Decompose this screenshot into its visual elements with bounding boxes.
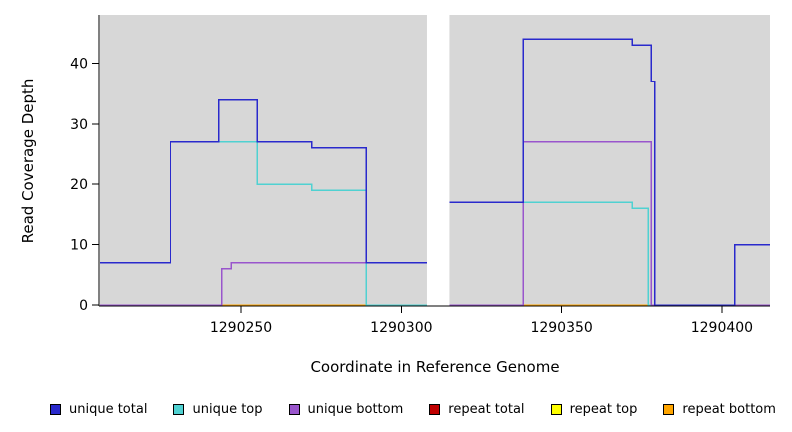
legend-item-repeat-bottom: repeat bottom — [663, 402, 776, 417]
legend-item-repeat-top: repeat top — [550, 401, 638, 417]
series-line-unique-total — [100, 98, 427, 264]
x-tick-label: 1290400 — [691, 320, 753, 336]
unique-bottom-swatch-icon — [288, 403, 300, 415]
legend-item-unique-bottom: unique bottom — [288, 401, 404, 417]
legend-label: unique total — [69, 401, 148, 417]
legend-item-repeat-total: repeat total — [429, 401, 525, 417]
chart-legend: unique total unique top unique bottom re… — [0, 396, 792, 422]
series-line-unique-bottom — [100, 262, 427, 306]
coverage-chart: 1290250 1290300 1290350 1290400 0 10 20 30 40 — [70, 15, 770, 336]
legend-item-unique-top: unique top — [173, 401, 263, 417]
repeat-total-swatch-icon — [429, 403, 441, 415]
x-axis-title: Coordinate in Reference Genome — [310, 358, 560, 376]
repeat-bottom-swatch-icon — [663, 403, 675, 415]
y-tick-label: 20 — [70, 177, 88, 193]
y-tick-label: 30 — [70, 117, 88, 133]
y-tick-label: 10 — [70, 238, 88, 254]
legend-label: unique bottom — [307, 401, 404, 417]
unique-total-swatch-icon — [50, 403, 61, 415]
legend-label: repeat bottom — [682, 401, 776, 417]
x-tick-label: 1290300 — [370, 320, 432, 336]
legend-label: unique top — [192, 401, 263, 417]
coverage-gap-band — [426, 15, 450, 305]
series-line-unique-total — [449, 38, 770, 306]
legend-item-unique-total: unique total — [50, 402, 147, 417]
x-tick-label: 1290350 — [530, 320, 592, 336]
unique-top-swatch-icon — [173, 403, 185, 415]
y-tick-label: 40 — [70, 56, 88, 72]
x-tick-label: 1290250 — [210, 320, 272, 336]
y-axis-title: Read Coverage Depth — [19, 78, 37, 244]
legend-label: repeat total — [448, 401, 525, 417]
legend-label: repeat top — [569, 401, 638, 417]
y-tick-label: 0 — [79, 298, 88, 314]
repeat-top-swatch-icon — [550, 403, 562, 415]
